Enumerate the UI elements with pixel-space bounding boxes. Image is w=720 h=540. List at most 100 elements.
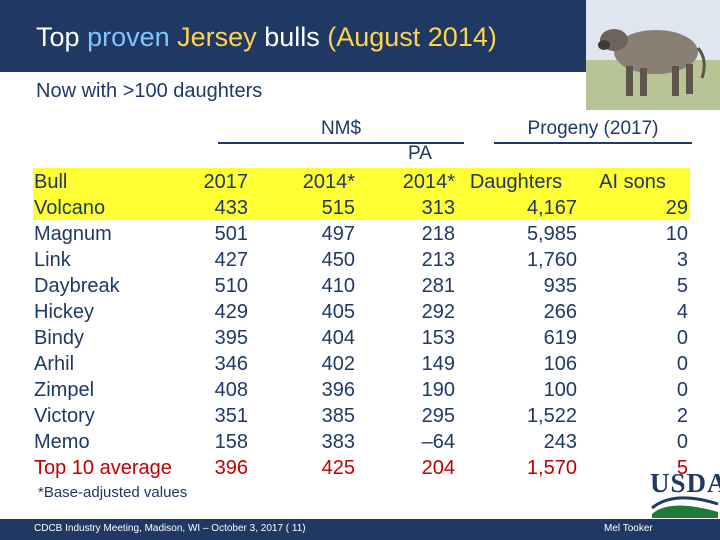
usda-logo-text: USDA [650,468,720,498]
cell-ai-sons: 5 [676,457,688,479]
table-row: Arhil 346 402 149 106 0 [34,351,688,377]
col-header-nm2014: 2014* [302,171,355,193]
cell-ai-sons: 0 [676,379,688,401]
cell-pa2014: 218 [421,223,455,245]
footer-presenter: Mel Tooker [604,523,653,534]
cell-pa2014: 204 [421,457,455,479]
footnote: *Base-adjusted values [38,484,188,501]
cell-bull: Hickey [34,301,95,323]
table-header-row: Bull 2017 2014* 2014* Daughters AI sons [34,169,688,195]
cell-bull: Top 10 average [34,457,172,479]
col-header-bull: Bull [34,171,68,193]
cell-daughters: 4,167 [526,197,577,219]
cell-nm2014: 497 [321,223,355,245]
cell-ai-sons: 29 [665,197,688,219]
cell-nm2017: 396 [214,457,248,479]
cell-nm2014: 383 [321,431,355,453]
highlight-band [33,168,690,220]
table-row: Link 427 450 213 1,760 3 [34,247,688,273]
cell-bull: Bindy [34,327,85,349]
cell-bull: Zimpel [34,379,95,401]
cell-ai-sons: 0 [676,353,688,375]
pa-group-header: PA [408,143,432,164]
cell-nm2017: 433 [214,197,248,219]
bull-table: Bull 2017 2014* 2014* Daughters AI sons … [34,169,688,481]
cell-bull: Link [34,249,71,271]
cell-nm2017: 501 [214,223,248,245]
footer-bar [0,519,720,540]
table-row: Zimpel 408 396 190 100 0 [34,377,688,403]
cell-pa2014: –64 [421,431,455,453]
cell-nm2014: 404 [321,327,355,349]
cell-ai-sons: 10 [665,223,688,245]
nm-group-underline [218,142,464,144]
cell-bull: Memo [34,431,90,453]
cell-daughters: 100 [543,379,577,401]
cell-daughters: 1,760 [526,249,577,271]
cell-nm2017: 351 [214,405,248,427]
cell-pa2014: 149 [421,353,455,375]
cell-nm2017: 427 [214,249,248,271]
cell-nm2014: 402 [321,353,355,375]
table-row: Daybreak 510 410 281 935 5 [34,273,688,299]
table-row: Hickey 429 405 292 266 4 [34,299,688,325]
cell-nm2017: 395 [214,327,248,349]
col-header-pa2014: 2014* [402,171,455,193]
table-row: Memo 158 383 –64 243 0 [34,429,688,455]
title-word-jersey: Jersey [177,22,257,52]
table-row: Magnum 501 497 218 5,985 10 [34,221,688,247]
cell-bull: Arhil [34,353,75,375]
cell-daughters: 243 [543,431,577,453]
cell-nm2017: 429 [214,301,248,323]
usda-logo-mark [651,496,719,518]
cell-daughters: 1,570 [526,457,577,479]
cell-bull: Magnum [34,223,112,245]
cell-nm2017: 158 [214,431,248,453]
col-header-nm2017: 2017 [203,171,249,193]
title-date: (August 2014) [327,22,497,52]
cell-ai-sons: 3 [676,249,688,271]
title-word-proven: proven [87,22,170,52]
col-header-ai-sons: AI sons [599,171,666,193]
cell-daughters: 619 [543,327,577,349]
table-row: Bindy 395 404 153 619 0 [34,325,688,351]
cell-nm2014: 450 [321,249,355,271]
cell-nm2014: 425 [321,457,355,479]
cell-ai-sons: 0 [676,431,688,453]
cell-pa2014: 313 [421,197,455,219]
bull-photo-illustration [586,0,720,110]
col-header-daughters: Daughters [469,171,563,193]
bull-photo [586,0,720,110]
cell-nm2017: 510 [214,275,248,297]
table-row: Volcano 433 515 313 4,167 29 [34,195,688,221]
cell-ai-sons: 4 [676,301,688,323]
cell-bull: Volcano [34,197,106,219]
cell-nm2014: 410 [321,275,355,297]
slide-title: Top proven Jersey bulls (August 2014) [36,22,497,53]
cell-bull: Daybreak [34,275,120,297]
cell-bull: Victory [34,405,95,427]
cell-pa2014: 292 [421,301,455,323]
footer-meeting-info: CDCB Industry Meeting, Madison, WI – Oct… [34,523,306,534]
title-word-top: Top [36,22,80,52]
nm-group-header: NM$ [320,118,362,139]
cell-daughters: 1,522 [526,405,577,427]
cell-daughters: 5,985 [526,223,577,245]
cell-daughters: 106 [543,353,577,375]
cell-pa2014: 295 [421,405,455,427]
average-row: Top 10 average 396 425 204 1,570 5 [34,455,688,481]
cell-pa2014: 190 [421,379,455,401]
cell-ai-sons: 5 [676,275,688,297]
cell-nm2014: 405 [321,301,355,323]
title-word-bulls: bulls [264,22,320,52]
cell-daughters: 935 [543,275,577,297]
cell-nm2014: 515 [321,197,355,219]
cell-ai-sons: 0 [676,327,688,349]
cell-pa2014: 213 [421,249,455,271]
progeny-group-header: Progeny (2017) [527,118,659,139]
usda-logo: USDA [650,468,720,518]
cell-ai-sons: 2 [676,405,688,427]
cell-nm2017: 408 [214,379,248,401]
cell-pa2014: 153 [421,327,455,349]
cell-nm2014: 385 [321,405,355,427]
